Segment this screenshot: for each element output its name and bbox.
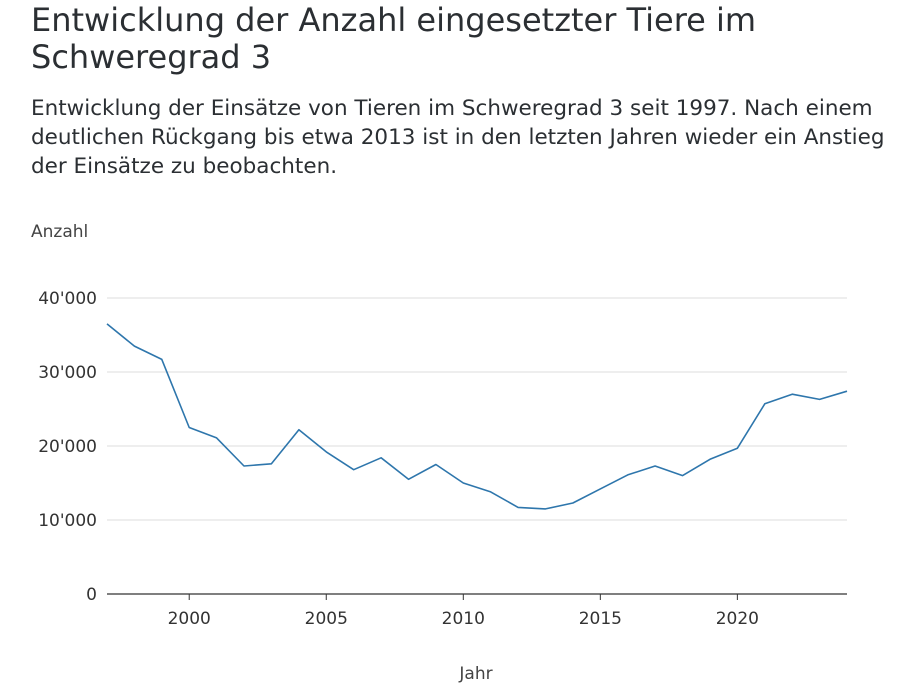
data-point[interactable] xyxy=(623,470,633,480)
data-point[interactable] xyxy=(184,423,194,433)
data-point[interactable] xyxy=(732,443,742,453)
data-point[interactable] xyxy=(705,454,715,464)
x-tick-label: 2005 xyxy=(305,609,348,629)
data-point[interactable] xyxy=(458,478,468,488)
data-point[interactable] xyxy=(486,487,496,497)
x-tick-label: 2015 xyxy=(579,609,622,629)
data-point[interactable] xyxy=(815,394,825,404)
y-tick-label: 20'000 xyxy=(38,437,97,457)
y-axis-title: Anzahl xyxy=(31,222,88,242)
data-point[interactable] xyxy=(760,399,770,409)
data-point[interactable] xyxy=(595,484,605,494)
series-layer xyxy=(102,319,852,514)
x-axis-title: Jahr xyxy=(458,664,492,684)
x-tick-label: 2000 xyxy=(168,609,211,629)
data-point[interactable] xyxy=(541,504,551,514)
y-axis-ticks: 0 10'000 20'000 30'000 40'000 xyxy=(38,289,97,605)
data-point[interactable] xyxy=(787,389,797,399)
x-tick-label: 2020 xyxy=(716,609,759,629)
data-point[interactable] xyxy=(349,465,359,475)
data-point[interactable] xyxy=(129,341,139,351)
series-line xyxy=(106,323,848,510)
data-point[interactable] xyxy=(568,498,578,508)
data-point[interactable] xyxy=(842,386,852,396)
data-point[interactable] xyxy=(431,460,441,470)
data-point[interactable] xyxy=(376,453,386,463)
data-point[interactable] xyxy=(294,425,304,435)
y-tick-label: 30'000 xyxy=(38,363,97,383)
data-point[interactable] xyxy=(157,354,167,364)
data-point[interactable] xyxy=(239,461,249,471)
x-tick-label: 2010 xyxy=(442,609,485,629)
data-point[interactable] xyxy=(266,459,276,469)
data-point[interactable] xyxy=(102,319,112,329)
data-point[interactable] xyxy=(321,447,331,457)
data-point[interactable] xyxy=(212,433,222,443)
y-tick-label: 10'000 xyxy=(38,511,97,531)
chart-title: Entwicklung der Anzahl eingesetzter Tier… xyxy=(31,1,757,76)
x-axis-ticks: 2000 2005 2010 2015 2020 xyxy=(168,594,759,629)
data-point[interactable] xyxy=(650,461,660,471)
gridlines xyxy=(107,297,847,595)
y-tick-label: 0 xyxy=(86,585,97,605)
data-point[interactable] xyxy=(513,502,523,512)
data-point[interactable] xyxy=(403,474,413,484)
y-tick-label: 40'000 xyxy=(38,289,97,309)
data-point[interactable] xyxy=(678,471,688,481)
chart-subtitle: Entwicklung der Einsätze von Tieren im S… xyxy=(31,96,885,179)
